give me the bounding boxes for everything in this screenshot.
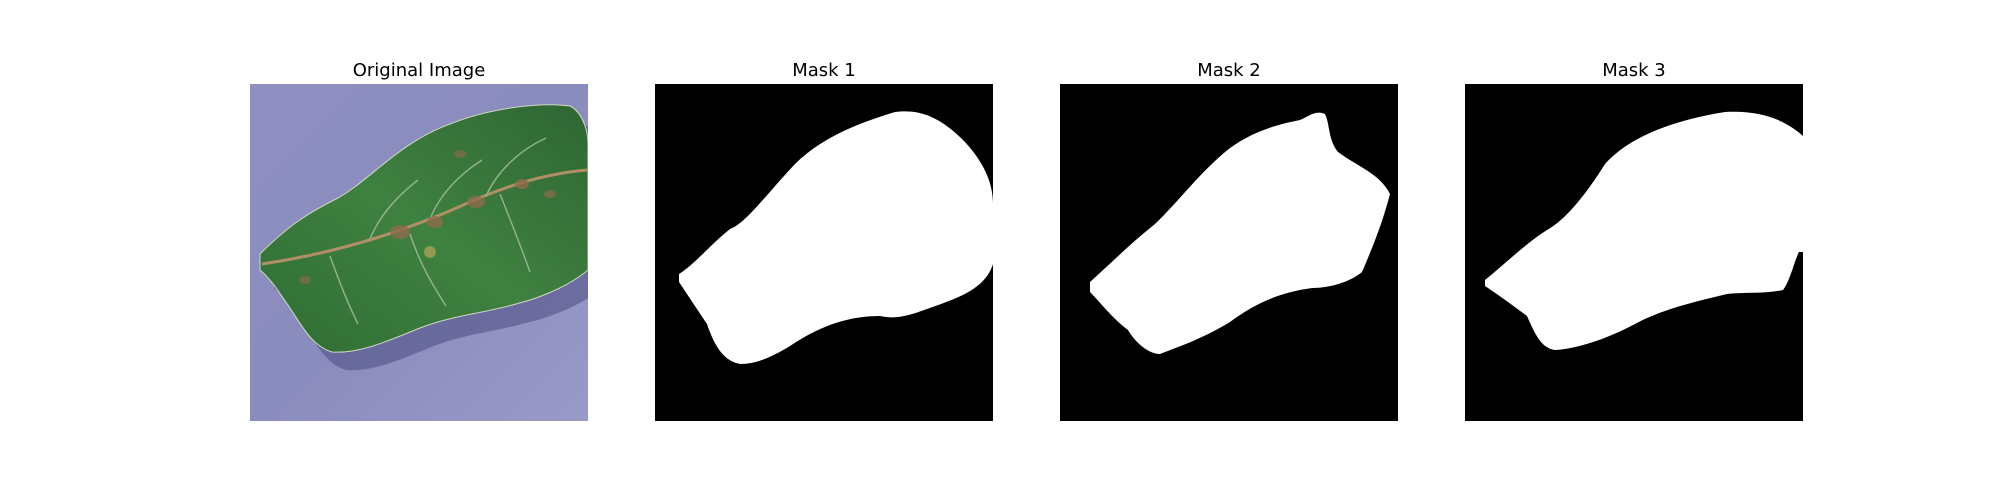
mask-3-panel: Mask 3 — [1465, 60, 1803, 425]
mask-2-title: Mask 2 — [1197, 60, 1261, 81]
original-leaf-image — [250, 84, 588, 421]
mask-1-title: Mask 1 — [792, 60, 856, 81]
mask-3-title: Mask 3 — [1602, 60, 1666, 81]
original-image-title: Original Image — [352, 60, 486, 81]
mask-1-panel: Mask 1 — [655, 60, 993, 425]
mask-2-panel: Mask 2 — [1060, 60, 1398, 425]
mask-3-image — [1465, 84, 1803, 421]
mask-2-image — [1060, 84, 1398, 421]
original-image-panel: Original Image — [250, 60, 588, 425]
mask-1-image — [655, 84, 993, 421]
